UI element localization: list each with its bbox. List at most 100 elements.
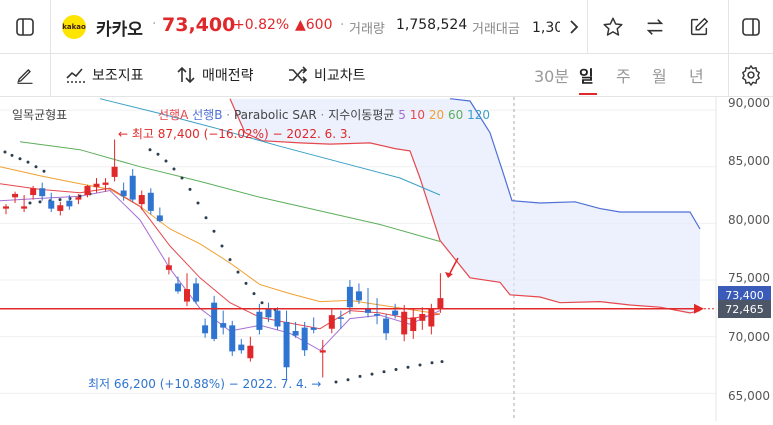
candle-body bbox=[229, 325, 236, 352]
current-price-marker: 73,400 bbox=[718, 286, 771, 304]
candle-body bbox=[310, 327, 317, 330]
candle-body bbox=[419, 314, 426, 321]
sar-dot bbox=[382, 370, 386, 374]
candle-body bbox=[292, 331, 299, 336]
candle-body bbox=[138, 195, 145, 205]
chart-canvas[interactable] bbox=[0, 97, 773, 421]
candle-body bbox=[256, 311, 263, 330]
sidebar-toggle-icon[interactable] bbox=[12, 14, 38, 40]
indicator-label: 보조지표 bbox=[92, 68, 144, 84]
sar-dot bbox=[440, 360, 444, 364]
y-tick-label: 70,000 bbox=[728, 330, 770, 344]
period-30min[interactable]: 30분 bbox=[534, 67, 570, 86]
candle-body bbox=[30, 188, 37, 196]
shuffle-icon bbox=[289, 66, 308, 84]
volume-value: 1,758,524 bbox=[396, 17, 468, 33]
star-icon[interactable] bbox=[600, 14, 626, 40]
candle-body bbox=[319, 350, 326, 353]
sar-dot bbox=[38, 200, 42, 204]
current-price-marker-text: 73,400 bbox=[725, 288, 764, 302]
sar-dot bbox=[244, 281, 248, 285]
annotation-arrow bbox=[448, 257, 459, 276]
sar-dot bbox=[58, 198, 62, 202]
candle-body bbox=[337, 317, 344, 319]
high-annotation: ← 최고 87,400 (−16.02%) − 2022. 6. 3. bbox=[118, 127, 352, 141]
edit-icon[interactable] bbox=[686, 14, 712, 40]
volume-label: 거래량 bbox=[349, 22, 385, 37]
sar-dot bbox=[164, 159, 168, 163]
sar-dot bbox=[10, 153, 14, 157]
candle-body bbox=[247, 345, 254, 359]
candle-body bbox=[346, 286, 353, 308]
legend-sar: Parabolic SAR bbox=[233, 108, 317, 122]
candle-body bbox=[147, 192, 154, 211]
change-percent: +0.82% bbox=[233, 17, 290, 33]
y-tick-label: 75,000 bbox=[728, 271, 770, 285]
legend-ema: 지수이동평균 bbox=[328, 108, 395, 122]
sar-dot bbox=[3, 150, 7, 154]
candle-body bbox=[75, 197, 82, 200]
sar-dot bbox=[18, 157, 22, 161]
candle-body bbox=[428, 309, 435, 327]
ema-20-line bbox=[0, 166, 441, 315]
leading-span-a-line bbox=[229, 98, 701, 314]
sar-dot bbox=[260, 301, 264, 305]
sar-dot bbox=[370, 372, 374, 376]
sar-dot bbox=[220, 244, 224, 248]
trade-strategy-button[interactable]: 매매전략 bbox=[176, 63, 254, 87]
period-day[interactable]: 일 bbox=[579, 67, 594, 86]
candle-body bbox=[48, 200, 55, 209]
candle-body bbox=[265, 309, 272, 318]
y-tick-label: 80,000 bbox=[728, 213, 770, 227]
period-week[interactable]: 주 bbox=[616, 67, 631, 86]
reference-price-marker-text: 72,465 bbox=[725, 302, 764, 316]
candle-body bbox=[437, 298, 444, 309]
y-tick-label: 65,000 bbox=[728, 389, 770, 403]
indicator-button[interactable]: 보조지표 bbox=[66, 63, 144, 87]
sar-dot bbox=[188, 187, 192, 191]
ema-5-line bbox=[0, 189, 441, 351]
y-axis: 90,000 85,000 80,000 75,000 70,000 65,00… bbox=[718, 96, 773, 421]
settings-gear-icon[interactable] bbox=[738, 62, 764, 88]
candle-body bbox=[301, 327, 308, 351]
ichimoku-cloud bbox=[230, 98, 700, 313]
sar-dot bbox=[346, 378, 350, 382]
draw-pen-icon[interactable] bbox=[12, 62, 38, 88]
sar-dot bbox=[78, 194, 82, 198]
sar-dot bbox=[180, 176, 184, 180]
period-year[interactable]: 년 bbox=[689, 67, 704, 86]
candle-body bbox=[129, 175, 136, 200]
candle-body bbox=[401, 311, 408, 335]
panel-toggle-icon[interactable] bbox=[738, 14, 764, 40]
up-down-arrows-icon bbox=[177, 66, 195, 84]
chart-toolbar: 보조지표 매매전략 비교차트 30분 일 주 월 년 bbox=[0, 53, 773, 97]
ema-60-line bbox=[19, 141, 441, 242]
candle-body bbox=[274, 310, 281, 327]
price-chart[interactable]: 일목균형표 선행A 선행B · Parabolic SAR · 지수이동평균 5… bbox=[0, 96, 773, 421]
legend-ema-20: 20 bbox=[428, 108, 445, 122]
sar-dot bbox=[252, 292, 256, 296]
stock-name[interactable]: 카카오 bbox=[96, 20, 143, 40]
chevron-right-icon[interactable] bbox=[565, 16, 583, 38]
sar-dot bbox=[394, 368, 398, 372]
turnover-value: 1,30 bbox=[532, 20, 560, 36]
ema-120-line bbox=[99, 98, 441, 196]
candle-body bbox=[66, 200, 73, 207]
candle-body bbox=[392, 310, 399, 316]
sar-dot bbox=[204, 216, 208, 220]
active-period-underline bbox=[579, 93, 597, 95]
compare-button[interactable]: 비교차트 bbox=[288, 63, 366, 87]
candle-body bbox=[328, 315, 335, 329]
sar-dot bbox=[418, 363, 422, 367]
reference-arrow-head bbox=[694, 303, 704, 314]
reference-price-marker: 72,465 bbox=[718, 300, 771, 318]
candle-body bbox=[202, 325, 209, 334]
candle-body bbox=[410, 317, 417, 332]
period-month[interactable]: 월 bbox=[652, 67, 667, 86]
sar-dot bbox=[26, 160, 30, 164]
sar-dot bbox=[156, 152, 160, 156]
swap-icon[interactable] bbox=[642, 14, 668, 40]
y-tick-label: 90,000 bbox=[728, 96, 770, 110]
candle-body bbox=[283, 321, 290, 368]
compare-label: 비교차트 bbox=[314, 68, 366, 84]
